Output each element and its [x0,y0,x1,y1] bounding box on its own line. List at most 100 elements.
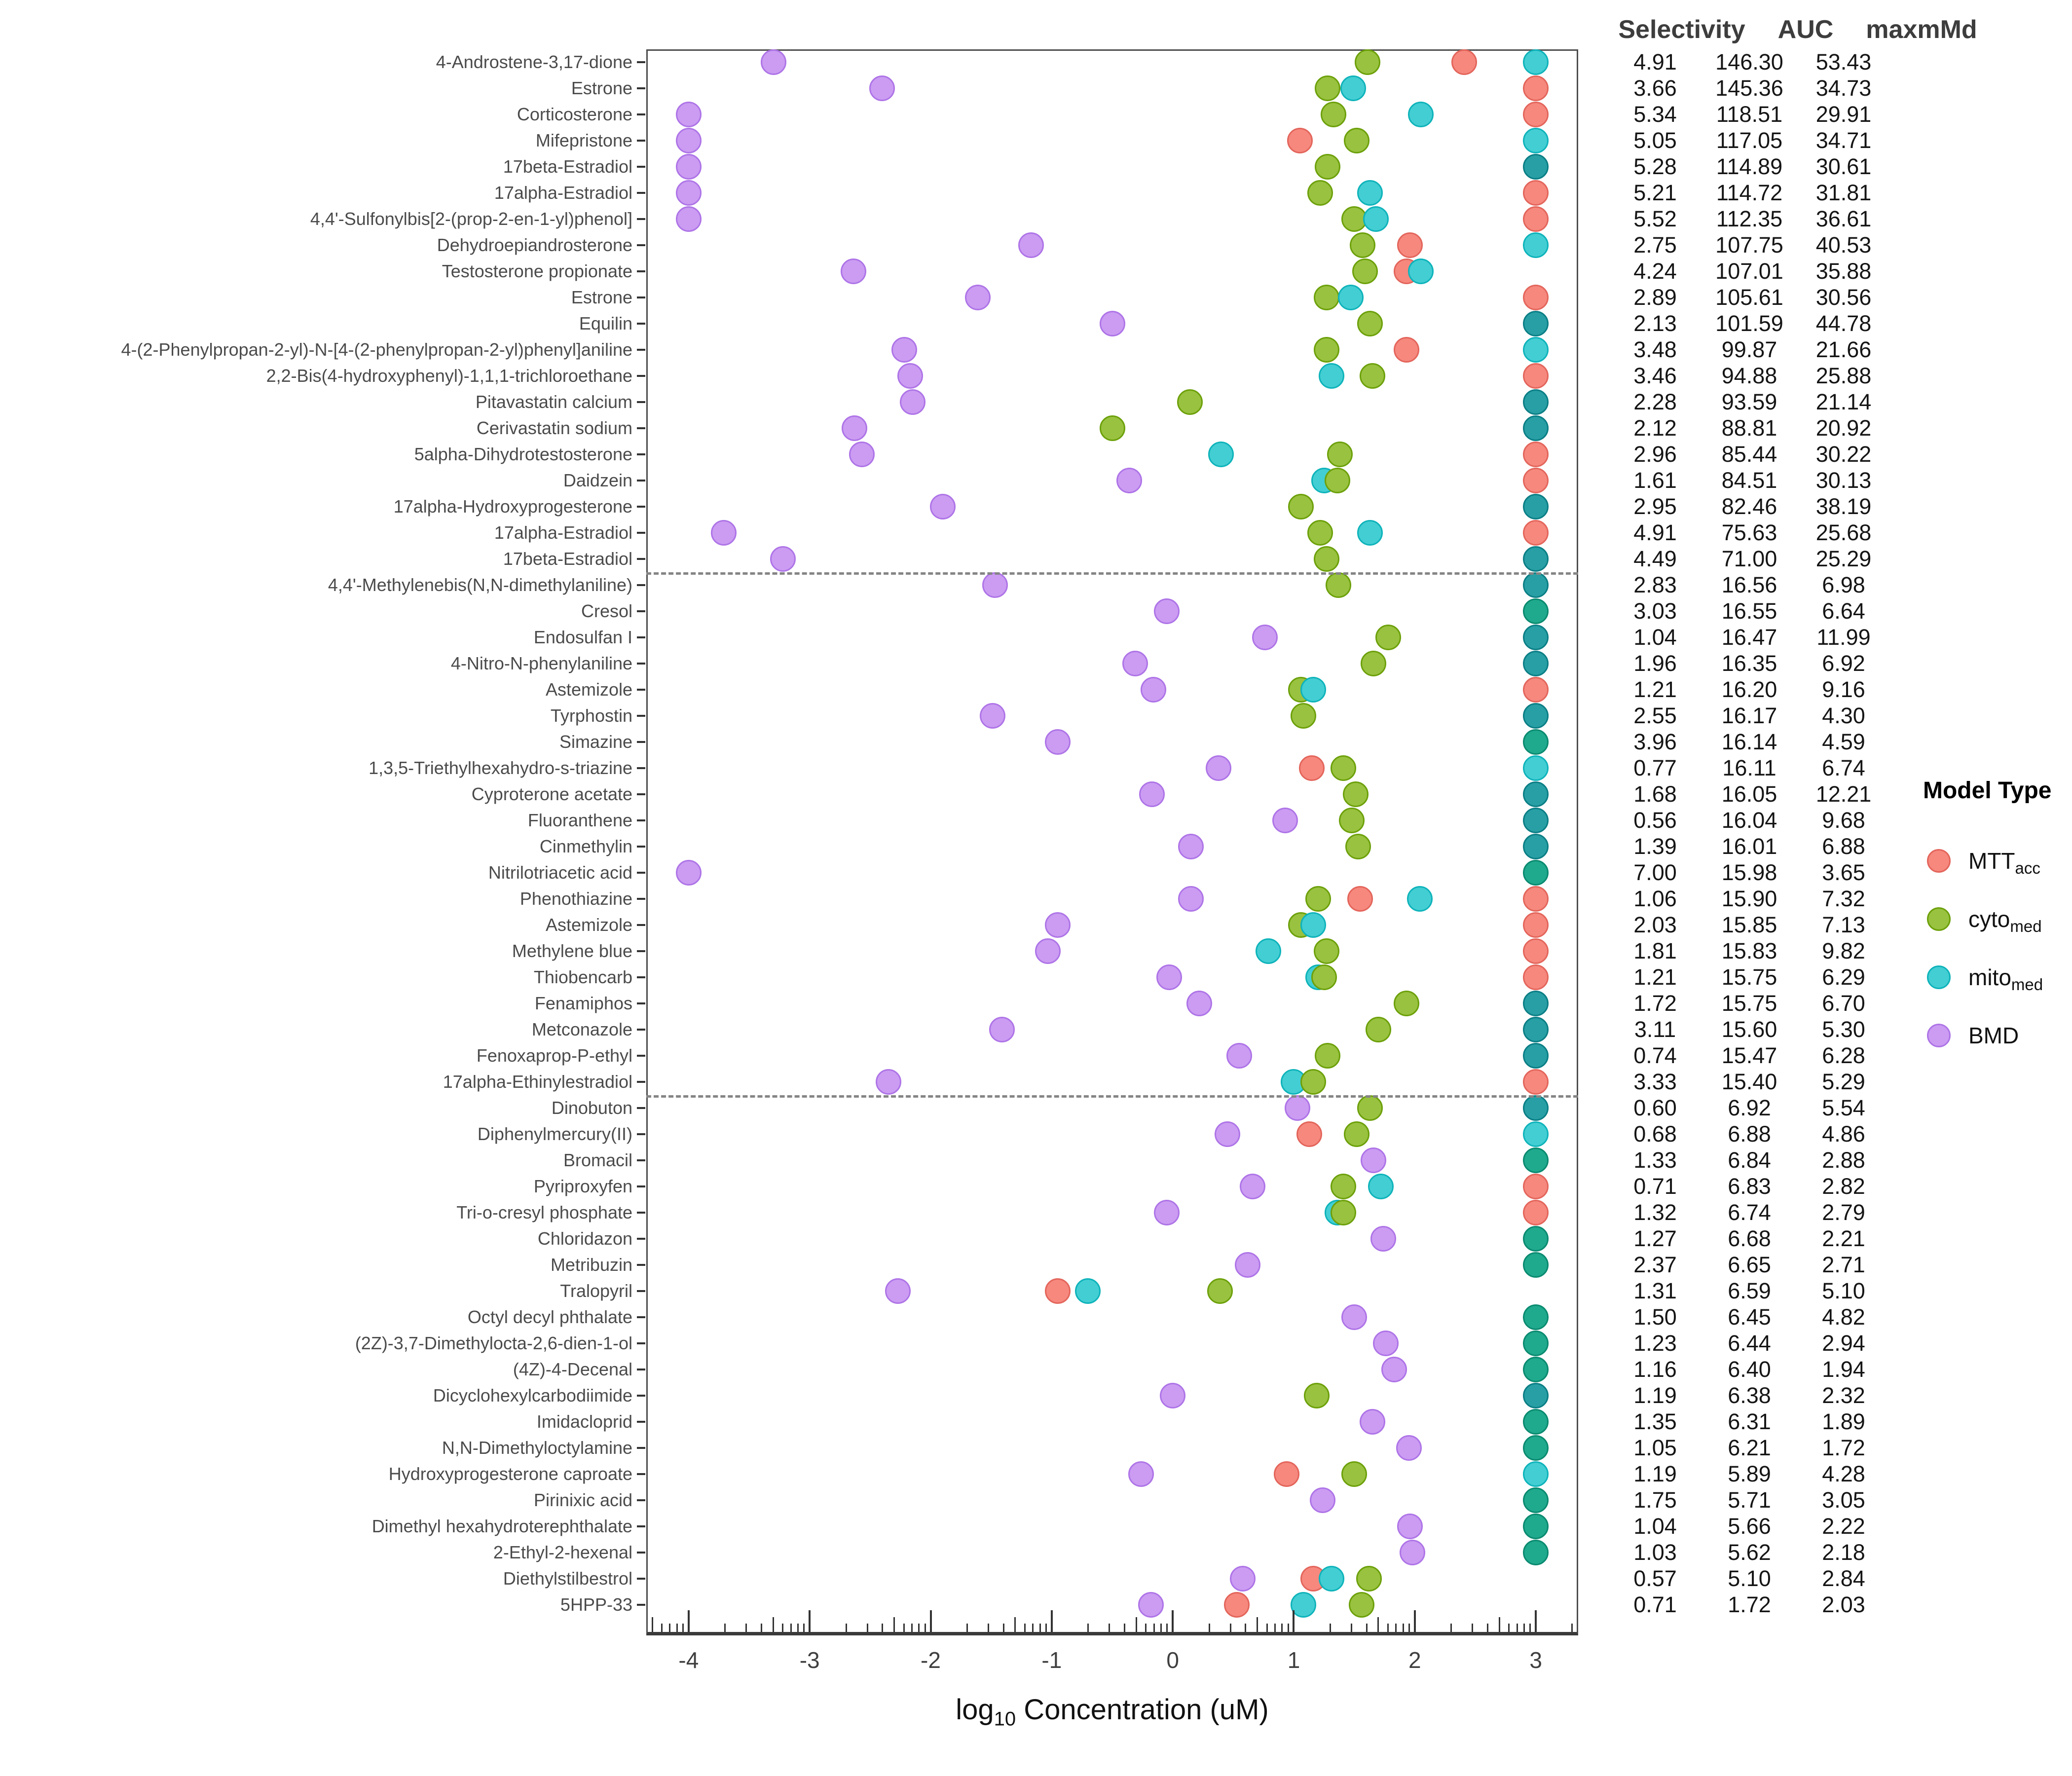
dot-mito [1523,1461,1549,1487]
x-axis-major-tick [1050,1610,1053,1632]
y-axis-label: (2Z)-3,7-Dimethylocta-2,6-dien-1-ol [355,1333,632,1353]
dot-mito [1523,1121,1549,1147]
dot-mito [1318,1566,1344,1591]
x-axis-minor-tick [1450,1624,1452,1632]
y-axis-tick [637,1395,645,1397]
y-axis-label: Metribuzin [550,1255,632,1275]
y-axis-tick [637,349,645,351]
value-maxmmd: 5.54 [1822,1095,1865,1120]
value-selectivity: 3.96 [1633,729,1677,754]
dot-BMD [891,337,917,363]
x-axis-tick-label: 0 [1166,1647,1179,1673]
x-axis-minor-tick [724,1624,726,1632]
value-auc: 5.66 [1728,1514,1771,1539]
dot-mito [1357,520,1383,546]
dot-cyto [1099,415,1125,441]
x-axis-minor-tick [924,1624,926,1632]
dot-BMD [1122,651,1148,676]
dot-cyto [1366,1017,1392,1042]
value-auc: 15.98 [1721,860,1777,885]
x-axis-minor-tick [682,1624,684,1632]
x-axis-tick-label: -3 [799,1647,820,1673]
dot-cyto [1307,520,1333,546]
dot-MTT [1523,442,1549,467]
dot-cyto [1177,389,1203,415]
value-auc: 6.21 [1728,1435,1771,1460]
dot-cyto [1331,1174,1357,1199]
dot-BMD [1153,1200,1180,1225]
y-axis-label: Pirinixic acid [533,1490,632,1510]
dot-MTT-mito [1523,154,1549,180]
value-maxmmd: 4.86 [1822,1121,1865,1147]
y-axis-tick [637,1029,645,1031]
dot-BMD [1214,1121,1240,1147]
dot-cyto [1350,232,1376,258]
y-axis-label: Imidacloprid [536,1411,632,1432]
dot-BMD [675,154,702,180]
value-selectivity: 2.83 [1633,572,1677,597]
dot-MTT [1523,677,1549,703]
value-selectivity: 1.33 [1633,1147,1677,1173]
value-selectivity: 3.03 [1633,598,1677,624]
value-auc: 71.00 [1721,546,1777,571]
dot-cyto [1327,442,1353,467]
value-maxmmd: 6.29 [1822,964,1865,990]
y-axis-tick [637,610,645,612]
x-axis-minor-tick [1487,1624,1488,1632]
value-selectivity: 1.68 [1633,781,1677,807]
dot-cyto [1339,808,1365,833]
y-axis-label: Astemizole [545,679,632,700]
column-header-auc: AUC [1777,15,1834,44]
x-axis-minor-tick [882,1624,884,1632]
x-axis-minor-tick [1014,1617,1016,1632]
value-auc: 6.74 [1728,1200,1771,1225]
dot-BMD [1138,1592,1164,1618]
dot-MTT [1523,285,1549,310]
value-selectivity: 3.48 [1633,337,1677,362]
value-auc: 75.63 [1721,520,1777,545]
dot-BMD [1035,938,1061,964]
dot-mito [1523,128,1549,153]
x-axis-major-tick [809,1610,811,1632]
dot-mito [1368,1174,1394,1199]
x-axis-minor-tick [1166,1624,1168,1632]
legend-label-subscript: med [2011,975,2043,994]
dot-MTT-mito [1523,834,1549,859]
value-selectivity: 1.19 [1633,1461,1677,1486]
y-axis-label: 5alpha-Dihydrotestosterone [414,444,632,464]
dot-cyto [1313,938,1339,964]
x-axis-minor-tick [761,1624,763,1632]
y-axis-tick [637,1081,645,1083]
dot-MTT-mito [1523,389,1549,415]
x-axis-minor-tick [745,1624,747,1632]
y-axis-tick [637,1447,645,1449]
dot-MTT-mito [1523,1017,1549,1042]
value-selectivity: 5.52 [1633,206,1677,231]
value-auc: 6.31 [1728,1409,1771,1434]
dot-mito [1363,206,1389,232]
value-maxmmd: 2.21 [1822,1226,1865,1251]
y-axis-tick [637,427,645,429]
value-maxmmd: 29.91 [1815,102,1872,127]
dot-MTT [1451,49,1478,75]
dot-BMD [1156,964,1182,990]
x-axis-minor-tick [661,1624,663,1632]
value-selectivity: 1.75 [1633,1487,1677,1513]
x-axis-minor-tick [1045,1624,1047,1632]
x-axis-minor-tick [782,1624,784,1632]
x-axis-tick-label: -1 [1041,1647,1062,1673]
y-axis-tick [637,950,645,952]
x-axis-minor-tick [845,1624,847,1632]
dot-BMD [1235,1252,1261,1278]
dot-BMD [979,703,1005,729]
value-maxmmd: 21.66 [1815,337,1872,362]
y-axis-label: (4Z)-4-Decenal [513,1359,632,1379]
y-axis-tick [637,636,645,638]
dot-mito [1340,75,1366,101]
legend-label-BMD: BMD [1968,1022,2019,1049]
y-axis-tick [637,87,645,89]
y-axis-label: Dehydroepiandrosterone [437,235,632,255]
x-axis-minor-tick [1498,1617,1500,1632]
value-auc: 118.51 [1716,102,1783,127]
dot-cyto [1341,1461,1368,1487]
